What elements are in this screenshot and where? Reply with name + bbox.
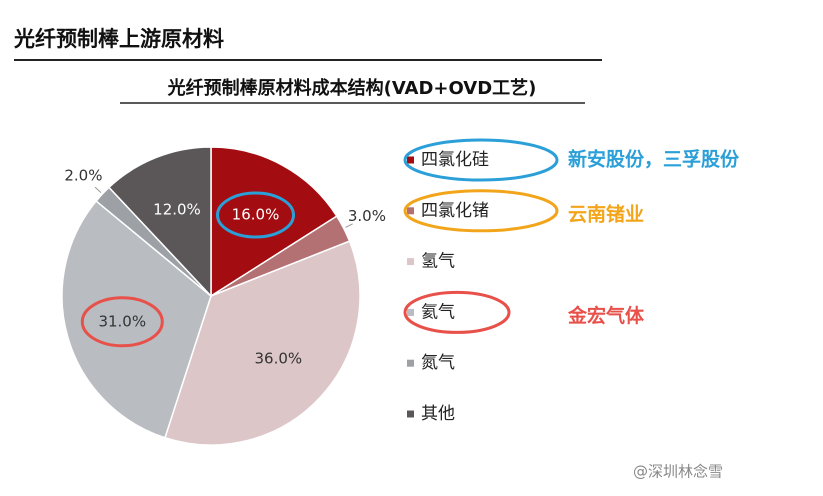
pie-slice [164, 240, 361, 446]
legend-swatch [407, 410, 414, 418]
legend-ring [403, 189, 559, 233]
annotation: 金宏气体 [567, 304, 645, 327]
annotation: 云南锗业 [568, 202, 644, 225]
header-title: 光纤预制棒上游原材料 [13, 27, 224, 51]
legend-label: 四氯化硅 [421, 150, 489, 170]
legend-label: 其他 [421, 404, 455, 424]
leader-line [345, 223, 353, 228]
chart-title: 光纤预制棒原材料成本结构(VAD+OVD工艺) [167, 77, 537, 99]
value-label: 2.0% [64, 167, 102, 185]
legend-label: 氢气 [421, 252, 455, 272]
highlight-ring [80, 296, 164, 348]
legend-swatch [407, 308, 414, 316]
legend-ring [403, 138, 559, 182]
legend-label: 氮气 [421, 353, 455, 373]
legend-label: 氦气 [421, 302, 455, 322]
legend-ring [403, 290, 511, 334]
value-label: 16.0% [232, 206, 280, 224]
pie-slice [107, 146, 212, 298]
legend-swatch [407, 258, 414, 266]
leader-line [94, 186, 102, 193]
legend-swatch [407, 156, 414, 164]
legend-label: 四氯化锗 [421, 201, 489, 221]
value-label: 31.0% [98, 312, 146, 330]
pie-slice [210, 146, 338, 298]
legend-swatch [407, 207, 414, 215]
value-label: 3.0% [348, 207, 386, 225]
value-label: 12.0% [153, 201, 201, 219]
legend-swatch [407, 359, 414, 367]
pie-slice [61, 199, 212, 439]
value-label: 36.0% [255, 350, 303, 368]
annotation: 新安股份，三孚股份 [568, 148, 740, 171]
watermark: @深圳林念雪 [633, 463, 723, 481]
highlight-ring [216, 191, 296, 239]
